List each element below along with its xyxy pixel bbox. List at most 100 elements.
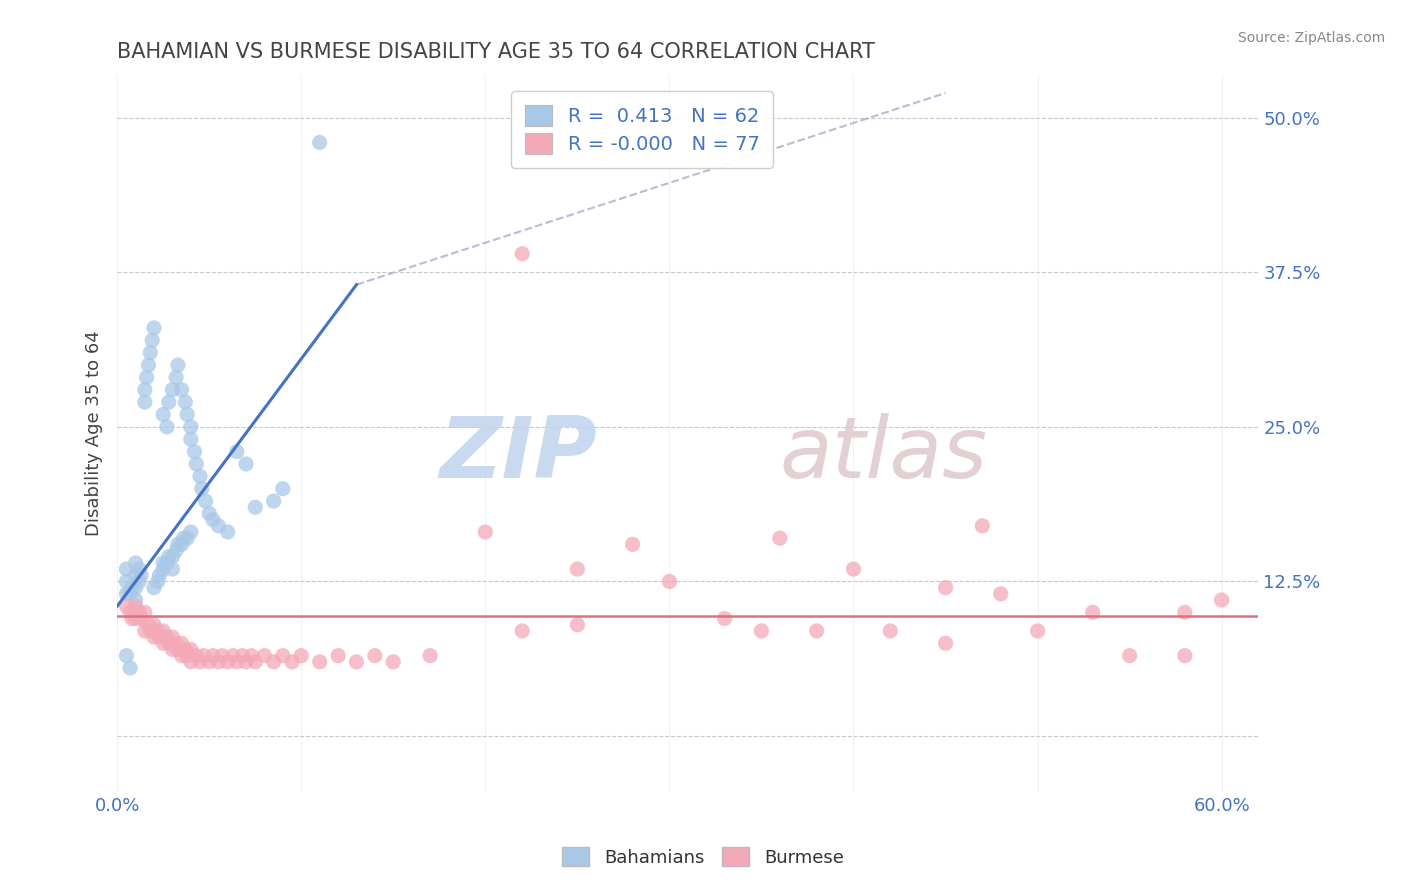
- Point: [167, 537, 190, 551]
- Point: [194, 494, 217, 508]
- Point: [139, 345, 162, 359]
- Point: [148, 630, 170, 644]
- Point: [235, 457, 257, 471]
- Point: [124, 599, 146, 614]
- Point: [129, 568, 152, 582]
- Point: [162, 549, 184, 564]
- Point: [263, 494, 285, 508]
- Point: [156, 420, 179, 434]
- Y-axis label: Disability Age 35 to 64: Disability Age 35 to 64: [86, 330, 103, 536]
- Point: [162, 630, 184, 644]
- Point: [934, 636, 956, 650]
- Point: [240, 648, 263, 663]
- Point: [290, 648, 312, 663]
- Point: [364, 648, 387, 663]
- Point: [201, 513, 224, 527]
- Point: [972, 518, 994, 533]
- Point: [143, 321, 166, 335]
- Legend: Bahamians, Burmese: Bahamians, Burmese: [555, 840, 851, 874]
- Point: [170, 636, 193, 650]
- Point: [934, 581, 956, 595]
- Point: [146, 624, 169, 638]
- Point: [134, 383, 156, 397]
- Point: [170, 383, 193, 397]
- Point: [621, 537, 644, 551]
- Point: [271, 482, 294, 496]
- Point: [1118, 648, 1140, 663]
- Point: [128, 562, 150, 576]
- Point: [170, 537, 193, 551]
- Text: ZIP: ZIP: [439, 413, 596, 496]
- Point: [115, 574, 138, 589]
- Point: [188, 655, 211, 669]
- Point: [156, 556, 179, 570]
- Point: [172, 531, 194, 545]
- Point: [139, 624, 162, 638]
- Point: [115, 562, 138, 576]
- Point: [162, 383, 184, 397]
- Point: [115, 587, 138, 601]
- Point: [281, 655, 304, 669]
- Point: [198, 507, 221, 521]
- Point: [1081, 606, 1104, 620]
- Point: [156, 630, 179, 644]
- Point: [186, 648, 208, 663]
- Point: [1026, 624, 1049, 638]
- Point: [419, 648, 441, 663]
- Point: [211, 648, 233, 663]
- Point: [382, 655, 405, 669]
- Point: [120, 606, 142, 620]
- Point: [253, 648, 276, 663]
- Point: [990, 587, 1012, 601]
- Point: [143, 630, 166, 644]
- Text: atlas: atlas: [779, 413, 987, 496]
- Point: [180, 655, 202, 669]
- Point: [217, 524, 239, 539]
- Point: [245, 655, 267, 669]
- Point: [207, 518, 229, 533]
- Legend: R =  0.413   N = 62, R = -0.000   N = 77: R = 0.413 N = 62, R = -0.000 N = 77: [512, 91, 773, 168]
- Point: [174, 395, 197, 409]
- Point: [138, 617, 160, 632]
- Point: [124, 593, 146, 607]
- Point: [157, 636, 180, 650]
- Point: [124, 581, 146, 595]
- Point: [326, 648, 349, 663]
- Point: [567, 562, 589, 576]
- Point: [842, 562, 865, 576]
- Point: [165, 636, 187, 650]
- Point: [658, 574, 681, 589]
- Point: [152, 636, 174, 650]
- Point: [128, 574, 150, 589]
- Point: [157, 395, 180, 409]
- Point: [1174, 606, 1197, 620]
- Point: [207, 655, 229, 669]
- Point: [222, 648, 245, 663]
- Point: [124, 611, 146, 625]
- Text: Source: ZipAtlas.com: Source: ZipAtlas.com: [1237, 31, 1385, 45]
- Point: [193, 648, 215, 663]
- Point: [201, 648, 224, 663]
- Point: [134, 606, 156, 620]
- Text: BAHAMIAN VS BURMESE DISABILITY AGE 35 TO 64 CORRELATION CHART: BAHAMIAN VS BURMESE DISABILITY AGE 35 TO…: [117, 42, 875, 62]
- Point: [346, 655, 368, 669]
- Point: [186, 457, 208, 471]
- Point: [148, 568, 170, 582]
- Point: [129, 611, 152, 625]
- Point: [152, 624, 174, 638]
- Point: [180, 524, 202, 539]
- Point: [115, 648, 138, 663]
- Point: [143, 617, 166, 632]
- Point: [235, 655, 257, 669]
- Point: [134, 395, 156, 409]
- Point: [152, 408, 174, 422]
- Point: [141, 334, 163, 348]
- Point: [271, 648, 294, 663]
- Point: [474, 524, 496, 539]
- Point: [167, 642, 190, 657]
- Point: [183, 444, 205, 458]
- Point: [308, 655, 330, 669]
- Point: [198, 655, 221, 669]
- Point: [225, 655, 247, 669]
- Point: [176, 408, 198, 422]
